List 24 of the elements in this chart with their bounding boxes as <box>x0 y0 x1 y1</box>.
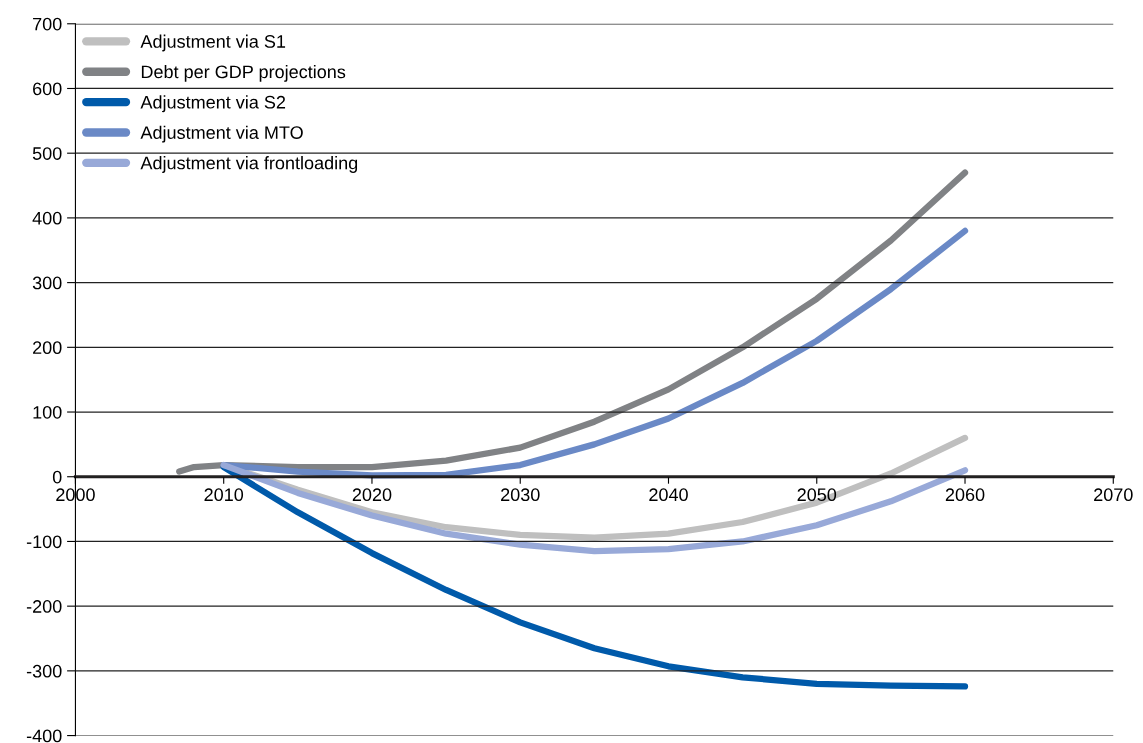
legend-label: Debt per GDP projections <box>141 64 346 82</box>
y-tick-label: 400 <box>32 211 62 225</box>
x-tick-label: 2050 <box>797 488 837 502</box>
y-tick-label: 300 <box>32 276 62 290</box>
y-tick-label: 0 <box>52 470 62 484</box>
legend-label: Adjustment via S2 <box>140 95 286 113</box>
x-tick-label: 2010 <box>204 488 244 502</box>
y-tick-label: -400 <box>26 729 62 743</box>
x-tick-label: 2060 <box>945 488 985 502</box>
y-tick-label: -100 <box>26 535 62 549</box>
legend-label: Adjustment via frontloading <box>140 156 358 173</box>
y-tick-label: 200 <box>33 341 62 355</box>
y-tick-label: 600 <box>33 82 62 96</box>
x-tick-label: 2020 <box>352 488 392 502</box>
y-tick-label: -300 <box>26 664 62 678</box>
y-tick-label: -200 <box>26 600 62 613</box>
legend-label: Adjustment via S1 <box>140 34 286 52</box>
y-tick-label: 700 <box>33 17 62 31</box>
x-tick-label: 2070 <box>1094 488 1133 502</box>
y-tick-label: 500 <box>32 147 62 160</box>
y-tick-label: 100 <box>33 405 62 419</box>
legend-label: Adjustment via MTO <box>140 125 303 143</box>
x-tick-label: 2030 <box>501 488 540 502</box>
x-tick-label: 2040 <box>649 488 688 502</box>
